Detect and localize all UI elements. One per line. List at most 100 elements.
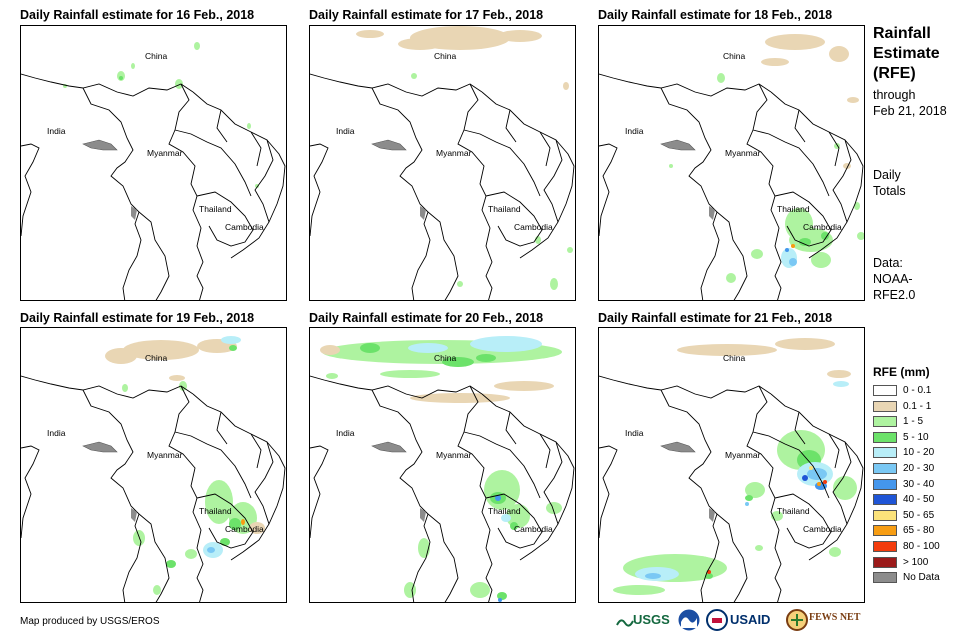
panel-title-20: Daily Rainfall estimate for 20 Feb., 201… xyxy=(309,311,544,325)
no-data-coast xyxy=(420,206,426,220)
through-label: through xyxy=(873,88,916,102)
no-data-coast xyxy=(371,139,407,151)
rainfall-patch xyxy=(546,502,562,514)
panel-title-17: Daily Rainfall estimate for 17 Feb., 201… xyxy=(309,8,544,22)
label-thailand: Thailand xyxy=(777,204,810,214)
rainfall-patch xyxy=(677,344,777,356)
legend-label: 5 - 10 xyxy=(903,431,929,443)
label-india: India xyxy=(625,126,644,136)
rainfall-patch xyxy=(717,73,725,83)
map-panel-19: China India Myanmar Thailand Cambodia xyxy=(20,327,287,603)
through-text: through Feb 21, 2018 xyxy=(873,87,947,119)
label-cambodia: Cambodia xyxy=(803,524,842,534)
label-myanmar: Myanmar xyxy=(436,148,472,158)
legend-item: 0.1 - 1 xyxy=(873,400,931,413)
no-data-coast xyxy=(660,139,696,151)
usaid-logo-icon: USAID xyxy=(706,609,770,631)
country-border xyxy=(716,211,748,300)
legend-swatch xyxy=(873,525,897,537)
country-border xyxy=(555,139,575,223)
country-border xyxy=(457,83,493,300)
panel-title-19: Daily Rainfall estimate for 19 Feb., 201… xyxy=(20,311,255,325)
country-border xyxy=(82,389,142,602)
country-border xyxy=(599,375,772,399)
label-myanmar: Myanmar xyxy=(436,450,472,460)
rainfall-patch xyxy=(726,273,736,283)
title-line3: (RFE) xyxy=(873,65,916,82)
title-line1: Rainfall xyxy=(873,25,931,42)
rainfall-patch xyxy=(535,236,541,244)
no-data-coast xyxy=(82,441,118,453)
rainfall-patch xyxy=(410,393,510,403)
legend-label: 50 - 65 xyxy=(903,509,935,521)
rainfall-patch xyxy=(705,573,713,579)
rainfall-patch xyxy=(241,519,245,525)
country-border xyxy=(168,83,204,300)
rainfall-patch xyxy=(123,340,199,360)
legend-label: 10 - 20 xyxy=(903,447,935,459)
label-thailand: Thailand xyxy=(488,204,521,214)
rainfall-patch xyxy=(791,244,795,248)
daily-label: Daily xyxy=(873,168,901,182)
rainfall-patch xyxy=(498,30,542,42)
country-border xyxy=(138,211,170,300)
panel-title-18: Daily Rainfall estimate for 18 Feb., 201… xyxy=(598,8,833,22)
country-border xyxy=(485,191,543,247)
country-border xyxy=(21,375,194,399)
country-border xyxy=(82,87,142,300)
label-thailand: Thailand xyxy=(488,506,521,516)
rainfall-patch xyxy=(166,560,176,568)
country-border xyxy=(505,411,517,445)
country-border xyxy=(599,73,772,97)
rainfall-patch xyxy=(821,232,829,240)
country-border xyxy=(174,431,252,499)
rainfall-patch xyxy=(809,466,813,470)
panel-title-16: Daily Rainfall estimate for 16 Feb., 201… xyxy=(20,8,255,22)
rainfall-patch xyxy=(105,348,137,364)
label-india: India xyxy=(625,428,644,438)
rainfall-patch xyxy=(326,373,338,379)
country-border xyxy=(844,441,864,525)
rainfall-patch xyxy=(249,522,265,534)
legend-swatch xyxy=(873,385,897,396)
rainfall-patch xyxy=(457,281,463,287)
rainfall-patch xyxy=(745,502,749,506)
daily-totals-text: Daily Totals xyxy=(873,167,906,199)
rainfall-patch xyxy=(476,354,496,362)
data-source-line2: RFE2.0 xyxy=(873,288,916,302)
rainfall-patch xyxy=(567,247,573,253)
country-border xyxy=(599,143,618,237)
rainfall-patch xyxy=(829,547,841,557)
label-cambodia: Cambodia xyxy=(225,222,264,232)
country-border xyxy=(794,411,806,445)
rainfall-patch xyxy=(857,232,864,240)
rainfall-patch xyxy=(755,545,763,551)
country-border xyxy=(660,389,720,602)
country-border xyxy=(844,139,864,223)
rainfall-patch xyxy=(506,504,530,528)
country-border xyxy=(539,433,551,469)
country-border xyxy=(794,109,806,143)
map-svg-18 xyxy=(599,34,864,300)
rainfall-patch xyxy=(811,252,831,268)
rainfall-patch xyxy=(221,336,241,344)
noaa-logo-icon xyxy=(677,608,701,632)
country-border xyxy=(752,431,830,499)
map-svg-17 xyxy=(310,26,575,300)
rainfall-patch xyxy=(827,370,851,378)
usgs-logo: USGS xyxy=(616,606,674,634)
label-china: China xyxy=(434,51,457,61)
rainfall-patch xyxy=(205,480,233,524)
country-border xyxy=(174,129,252,197)
through-date: Feb 21, 2018 xyxy=(873,104,947,118)
country-border xyxy=(310,73,483,97)
rainfall-patch xyxy=(775,338,835,350)
rainfall-patch xyxy=(356,30,384,38)
rainfall-patch xyxy=(495,495,501,501)
label-thailand: Thailand xyxy=(199,506,232,516)
rainfall-patch xyxy=(550,278,558,290)
no-data-coast xyxy=(709,206,715,220)
rainfall-patch xyxy=(411,73,417,79)
label-myanmar: Myanmar xyxy=(147,450,183,460)
no-data-coast xyxy=(82,139,118,151)
